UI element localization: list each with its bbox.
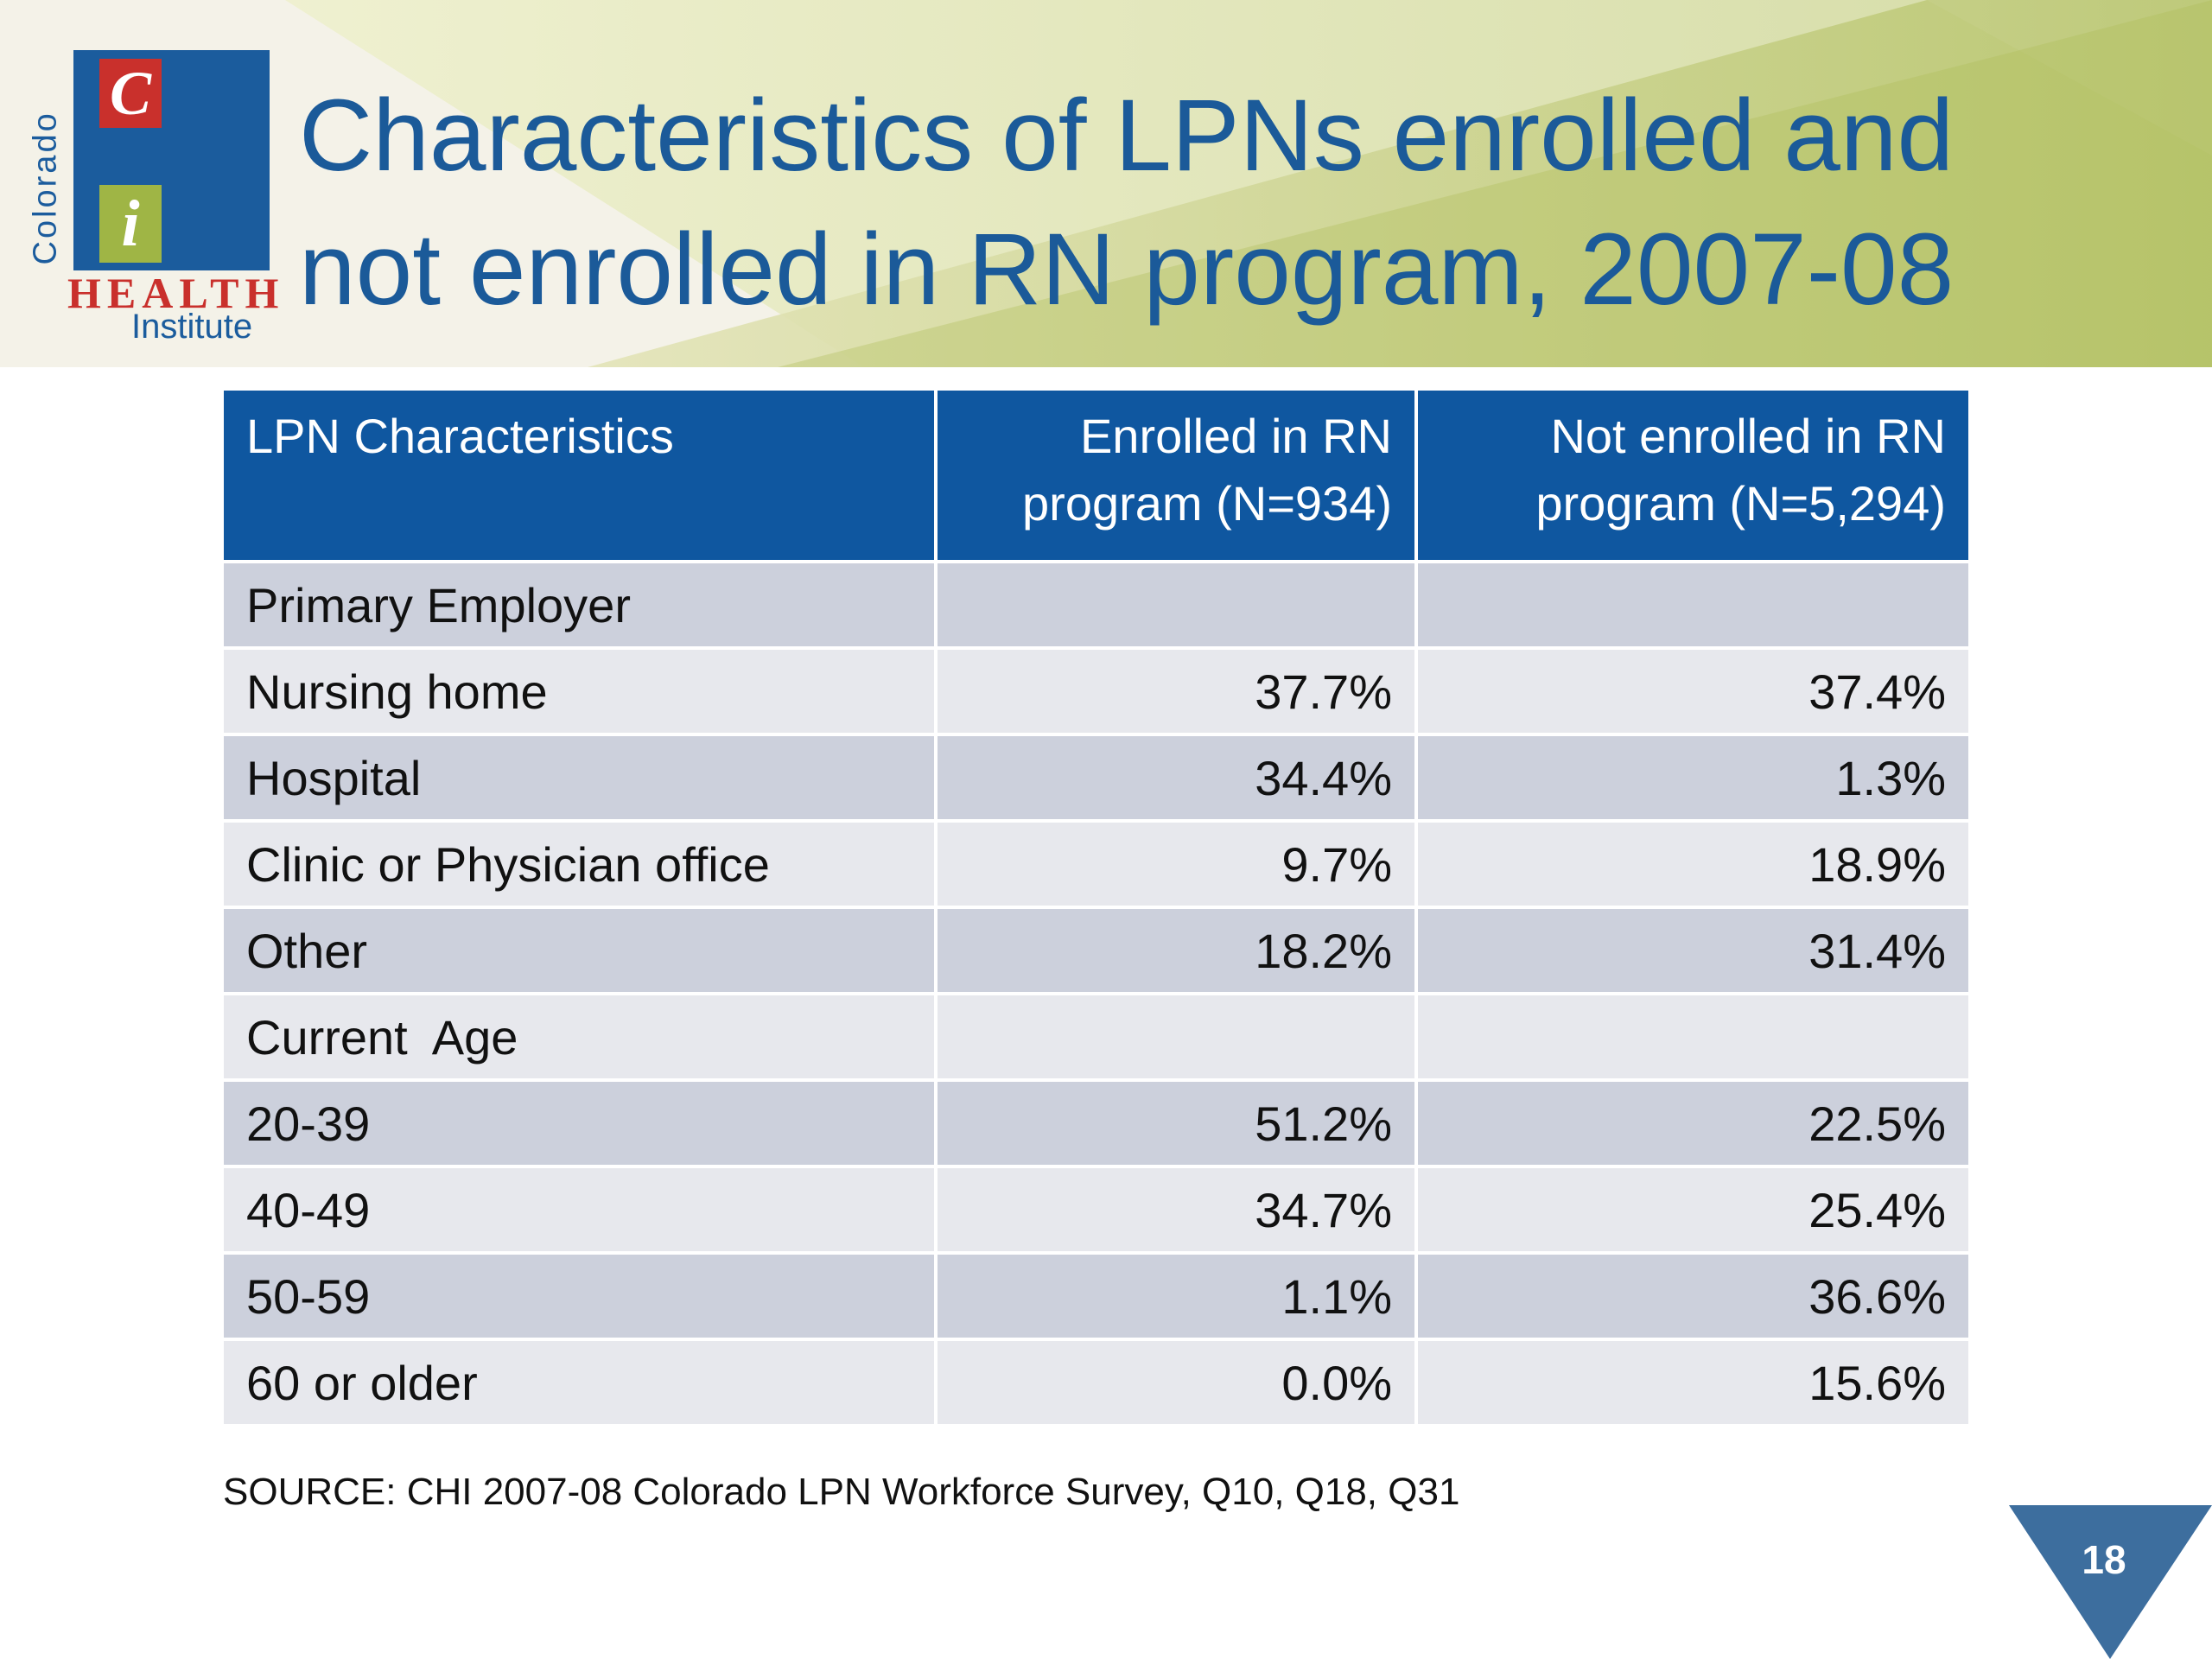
enrolled-cell <box>938 563 1414 646</box>
enrolled-cell: 34.7% <box>938 1168 1414 1251</box>
table-header-row: LPN Characteristics Enrolled in RN progr… <box>224 391 1968 560</box>
lpn-characteristics-table: LPN Characteristics Enrolled in RN progr… <box>220 387 1972 1427</box>
column-header-characteristics: LPN Characteristics <box>224 391 934 560</box>
row-label: 20-39 <box>224 1082 934 1165</box>
enrolled-cell: 1.1% <box>938 1255 1414 1338</box>
row-label: Other <box>224 909 934 992</box>
enrolled-cell: 34.4% <box>938 736 1414 819</box>
source-note: SOURCE: CHI 2007-08 Colorado LPN Workfor… <box>223 1471 1460 1513</box>
logo-square: C i <box>73 50 270 270</box>
not-enrolled-cell: 18.9% <box>1418 823 1968 906</box>
table-row: Nursing home 37.7% 37.4% <box>224 650 1968 733</box>
table-row: 50-59 1.1% 36.6% <box>224 1255 1968 1338</box>
enrolled-cell: 9.7% <box>938 823 1414 906</box>
enrolled-cell: 51.2% <box>938 1082 1414 1165</box>
column-header-characteristics-label: LPN Characteristics <box>246 409 674 463</box>
enrolled-cell: 37.7% <box>938 650 1414 733</box>
slide-title-line-1: Characteristics of LPNs enrolled and <box>299 79 1955 193</box>
section-label: Primary Employer <box>224 563 934 646</box>
column-header-enrolled: Enrolled in RN program (N=934) <box>938 391 1414 560</box>
not-enrolled-cell: 1.3% <box>1418 736 1968 819</box>
logo-letter-c: C <box>99 59 162 128</box>
banner-background <box>0 0 2212 367</box>
slide-title-line-2: not enrolled in RN program, 2007-08 <box>299 213 1955 327</box>
table-row: 20-39 51.2% 22.5% <box>224 1082 1968 1165</box>
enrolled-cell <box>938 995 1414 1078</box>
not-enrolled-cell: 22.5% <box>1418 1082 1968 1165</box>
column-header-enrolled-line-1: Enrolled in RN <box>1079 409 1392 463</box>
row-label: Hospital <box>224 736 934 819</box>
row-label: 50-59 <box>224 1255 934 1338</box>
page-number: 18 <box>2082 1537 2126 1582</box>
row-label: 40-49 <box>224 1168 934 1251</box>
row-label: 60 or older <box>224 1341 934 1424</box>
not-enrolled-cell: 25.4% <box>1418 1168 1968 1251</box>
section-label: Current Age <box>224 995 934 1078</box>
logo-health-text: HEALTH <box>67 269 285 317</box>
logo-state-text: Colorado <box>27 111 64 265</box>
table-row: Clinic or Physician office 9.7% 18.9% <box>224 823 1968 906</box>
not-enrolled-cell: 15.6% <box>1418 1341 1968 1424</box>
table-section-row: Primary Employer <box>224 563 1968 646</box>
page-marker-triangle-icon <box>2009 1505 2212 1659</box>
table-row: Hospital 34.4% 1.3% <box>224 736 1968 819</box>
table-row: Other 18.2% 31.4% <box>224 909 1968 992</box>
header-banner: C i Colorado HEALTH Institute Characteri… <box>0 0 2212 367</box>
not-enrolled-cell <box>1418 995 1968 1078</box>
not-enrolled-cell: 36.6% <box>1418 1255 1968 1338</box>
column-header-enrolled-line-2: program (N=934) <box>1022 476 1392 531</box>
enrolled-cell: 18.2% <box>938 909 1414 992</box>
logo-institute-text: Institute <box>131 308 253 346</box>
column-header-not-enrolled-line-1: Not enrolled in RN <box>1550 409 1946 463</box>
table-row: 60 or older 0.0% 15.6% <box>224 1341 1968 1424</box>
enrolled-cell: 0.0% <box>938 1341 1414 1424</box>
row-label: Nursing home <box>224 650 934 733</box>
not-enrolled-cell <box>1418 563 1968 646</box>
slide-title: Characteristics of LPNs enrolled and not… <box>299 69 2027 337</box>
row-label: Clinic or Physician office <box>224 823 934 906</box>
table-section-row: Current Age <box>224 995 1968 1078</box>
not-enrolled-cell: 37.4% <box>1418 650 1968 733</box>
chi-logo: C i Colorado HEALTH Institute <box>17 43 278 354</box>
table-row: 40-49 34.7% 25.4% <box>224 1168 1968 1251</box>
logo-letter-i: i <box>99 185 162 263</box>
not-enrolled-cell: 31.4% <box>1418 909 1968 992</box>
column-header-not-enrolled: Not enrolled in RN program (N=5,294) <box>1418 391 1968 560</box>
column-header-not-enrolled-line-2: program (N=5,294) <box>1535 476 1946 531</box>
